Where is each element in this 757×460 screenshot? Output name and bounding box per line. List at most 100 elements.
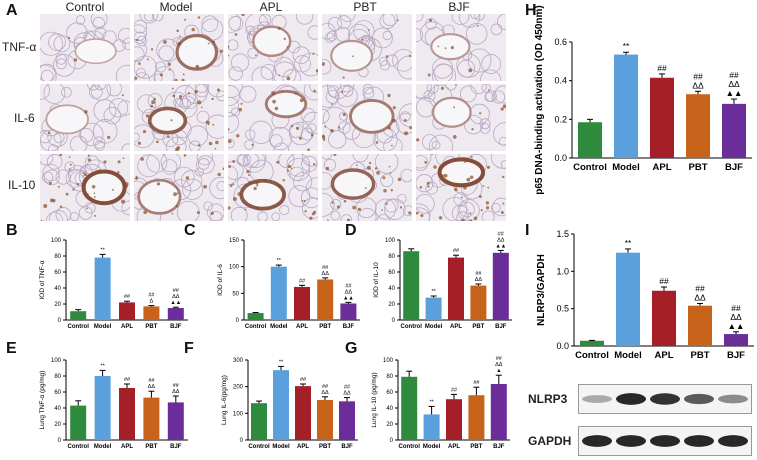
panel-letter-c: C: [184, 222, 196, 239]
x-tick-label: Control: [68, 444, 90, 450]
y-tick-label: 0: [392, 318, 396, 324]
x-tick-label: Control: [575, 350, 609, 361]
ihc-col-pbt: PBT: [353, 0, 377, 14]
bar-bjf: [490, 384, 507, 440]
bar-control: [401, 376, 418, 440]
bar-model: [94, 376, 111, 440]
nlrp3-blot-strip: [578, 384, 752, 414]
y-tick-label: 0: [240, 438, 244, 444]
significance-label: ΔΔ: [322, 271, 330, 277]
ihc-col-bjf: BJF: [448, 0, 470, 14]
y-tick-label: 80: [386, 374, 393, 380]
y-tick-label: 50: [232, 291, 239, 297]
significance-label: ##: [124, 377, 131, 383]
ihc-row-tnf: TNF-α: [2, 40, 37, 54]
chart-c: 0 50 100 150 IOD of IL-6 Control Model ** APL ## P…: [217, 238, 360, 330]
significance-label: ##: [731, 303, 741, 313]
bar-bjf: [722, 103, 746, 158]
significance-label: ##: [299, 278, 306, 284]
significance-label: ##: [693, 71, 703, 81]
panel-letter-d: D: [345, 222, 357, 239]
y-tick-label: 300: [233, 358, 244, 364]
chart-g: 0 20 40 60 80 100 Lung IL-10 (pg/mg) Control Mod…: [371, 356, 510, 450]
y-axis-label: Lung TNF-α (pg/mg): [39, 371, 46, 430]
ihc-tile-il10-bjf: [416, 154, 506, 221]
bar-control: [580, 340, 604, 346]
bar-model: [616, 252, 640, 346]
ihc-tile-tnf-control: [40, 14, 130, 81]
y-tick-label: 20: [386, 422, 393, 428]
bar-apl: [119, 388, 135, 440]
x-tick-label: BJF: [170, 444, 182, 450]
bar-apl: [652, 290, 676, 346]
significance-label: ##: [124, 294, 131, 300]
x-tick-label: Control: [573, 162, 607, 173]
gapdh-band: [684, 435, 714, 447]
y-tick-label: 20: [54, 302, 61, 308]
y-tick-label: 0.6: [554, 37, 567, 47]
nlrp3-band: [684, 393, 714, 405]
bar-apl: [294, 286, 310, 320]
ihc-tile-il6-apl: [228, 84, 318, 151]
y-axis-label: p65 DNA-binding activation (OD 450nm): [534, 5, 545, 194]
significance-label: ##: [453, 248, 460, 254]
bar-control: [70, 405, 87, 440]
y-axis-label: Lung IL-10 (pg/mg): [371, 372, 378, 427]
ihc-row-il6: IL-6: [14, 111, 35, 125]
significance-label: ##: [657, 63, 667, 73]
y-tick-label: 0.0: [554, 153, 567, 163]
y-tick-label: 0: [58, 438, 62, 444]
x-tick-label: Control: [401, 324, 423, 330]
y-tick-label: 60: [54, 270, 61, 276]
significance-label: **: [277, 258, 282, 264]
ihc-tile-tnf-apl: [228, 14, 318, 81]
gapdh-bands: [582, 435, 748, 447]
significance-label: **: [100, 247, 105, 253]
x-tick-label: Control: [68, 324, 90, 330]
panel-letter-g: G: [345, 340, 358, 357]
bar-model: [425, 297, 442, 320]
x-tick-label: Model: [423, 444, 441, 450]
bar-pbt: [143, 306, 160, 320]
x-tick-label: APL: [296, 324, 308, 330]
significance-label: ##: [344, 385, 351, 391]
significance-label: **: [279, 359, 284, 365]
bar-bjf: [167, 308, 184, 320]
y-tick-label: 60: [54, 390, 61, 396]
significance-label: ▲▲: [343, 295, 354, 301]
bar-bjf: [339, 401, 355, 440]
y-axis-label: IOD of IL-10: [373, 262, 380, 298]
significance-label: **: [100, 363, 105, 369]
x-tick-label: Model: [614, 350, 641, 361]
x-tick-label: BJF: [170, 324, 182, 330]
y-tick-label: 150: [229, 238, 240, 244]
significance-label: ##: [729, 70, 739, 80]
y-tick-label: 100: [233, 411, 244, 417]
gapdh-band: [650, 435, 680, 447]
x-tick-label: APL: [121, 324, 133, 330]
bar-apl: [119, 302, 135, 320]
y-axis-label: NLRP3/GAPDH: [536, 254, 547, 326]
significance-label: ΔΔ: [730, 312, 742, 322]
ihc-tile-il10-apl: [228, 154, 318, 221]
x-tick-label: APL: [655, 350, 674, 361]
ihc-tile-il10-control: [40, 154, 130, 221]
x-tick-label: APL: [448, 444, 460, 450]
significance-label: ΔΔ: [148, 384, 156, 390]
ihc-tile-il6-pbt: [322, 84, 412, 151]
ihc-image-grid: [40, 14, 510, 224]
significance-label: ##: [659, 276, 669, 286]
significance-label: ΔΔ: [692, 80, 704, 90]
blot-label-gapdh: GAPDH: [528, 434, 572, 448]
chart-i: 0.0 0.5 1.0 1.5 NLRP3/GAPDH Control Model ** APL…: [536, 229, 754, 361]
bar-control: [70, 311, 87, 320]
significance-label: ▲▲: [728, 321, 745, 331]
chart-d: 0 20 40 60 80 100 IOD of IL-10 Control Model ** AP…: [373, 231, 512, 330]
bar-control: [403, 251, 420, 320]
bar-model: [423, 414, 440, 440]
significance-label: ##: [496, 356, 503, 362]
bar-control: [251, 403, 267, 440]
significance-label: **: [623, 41, 630, 51]
bar-model: [270, 266, 287, 320]
ihc-tile-il10-pbt: [322, 154, 412, 221]
